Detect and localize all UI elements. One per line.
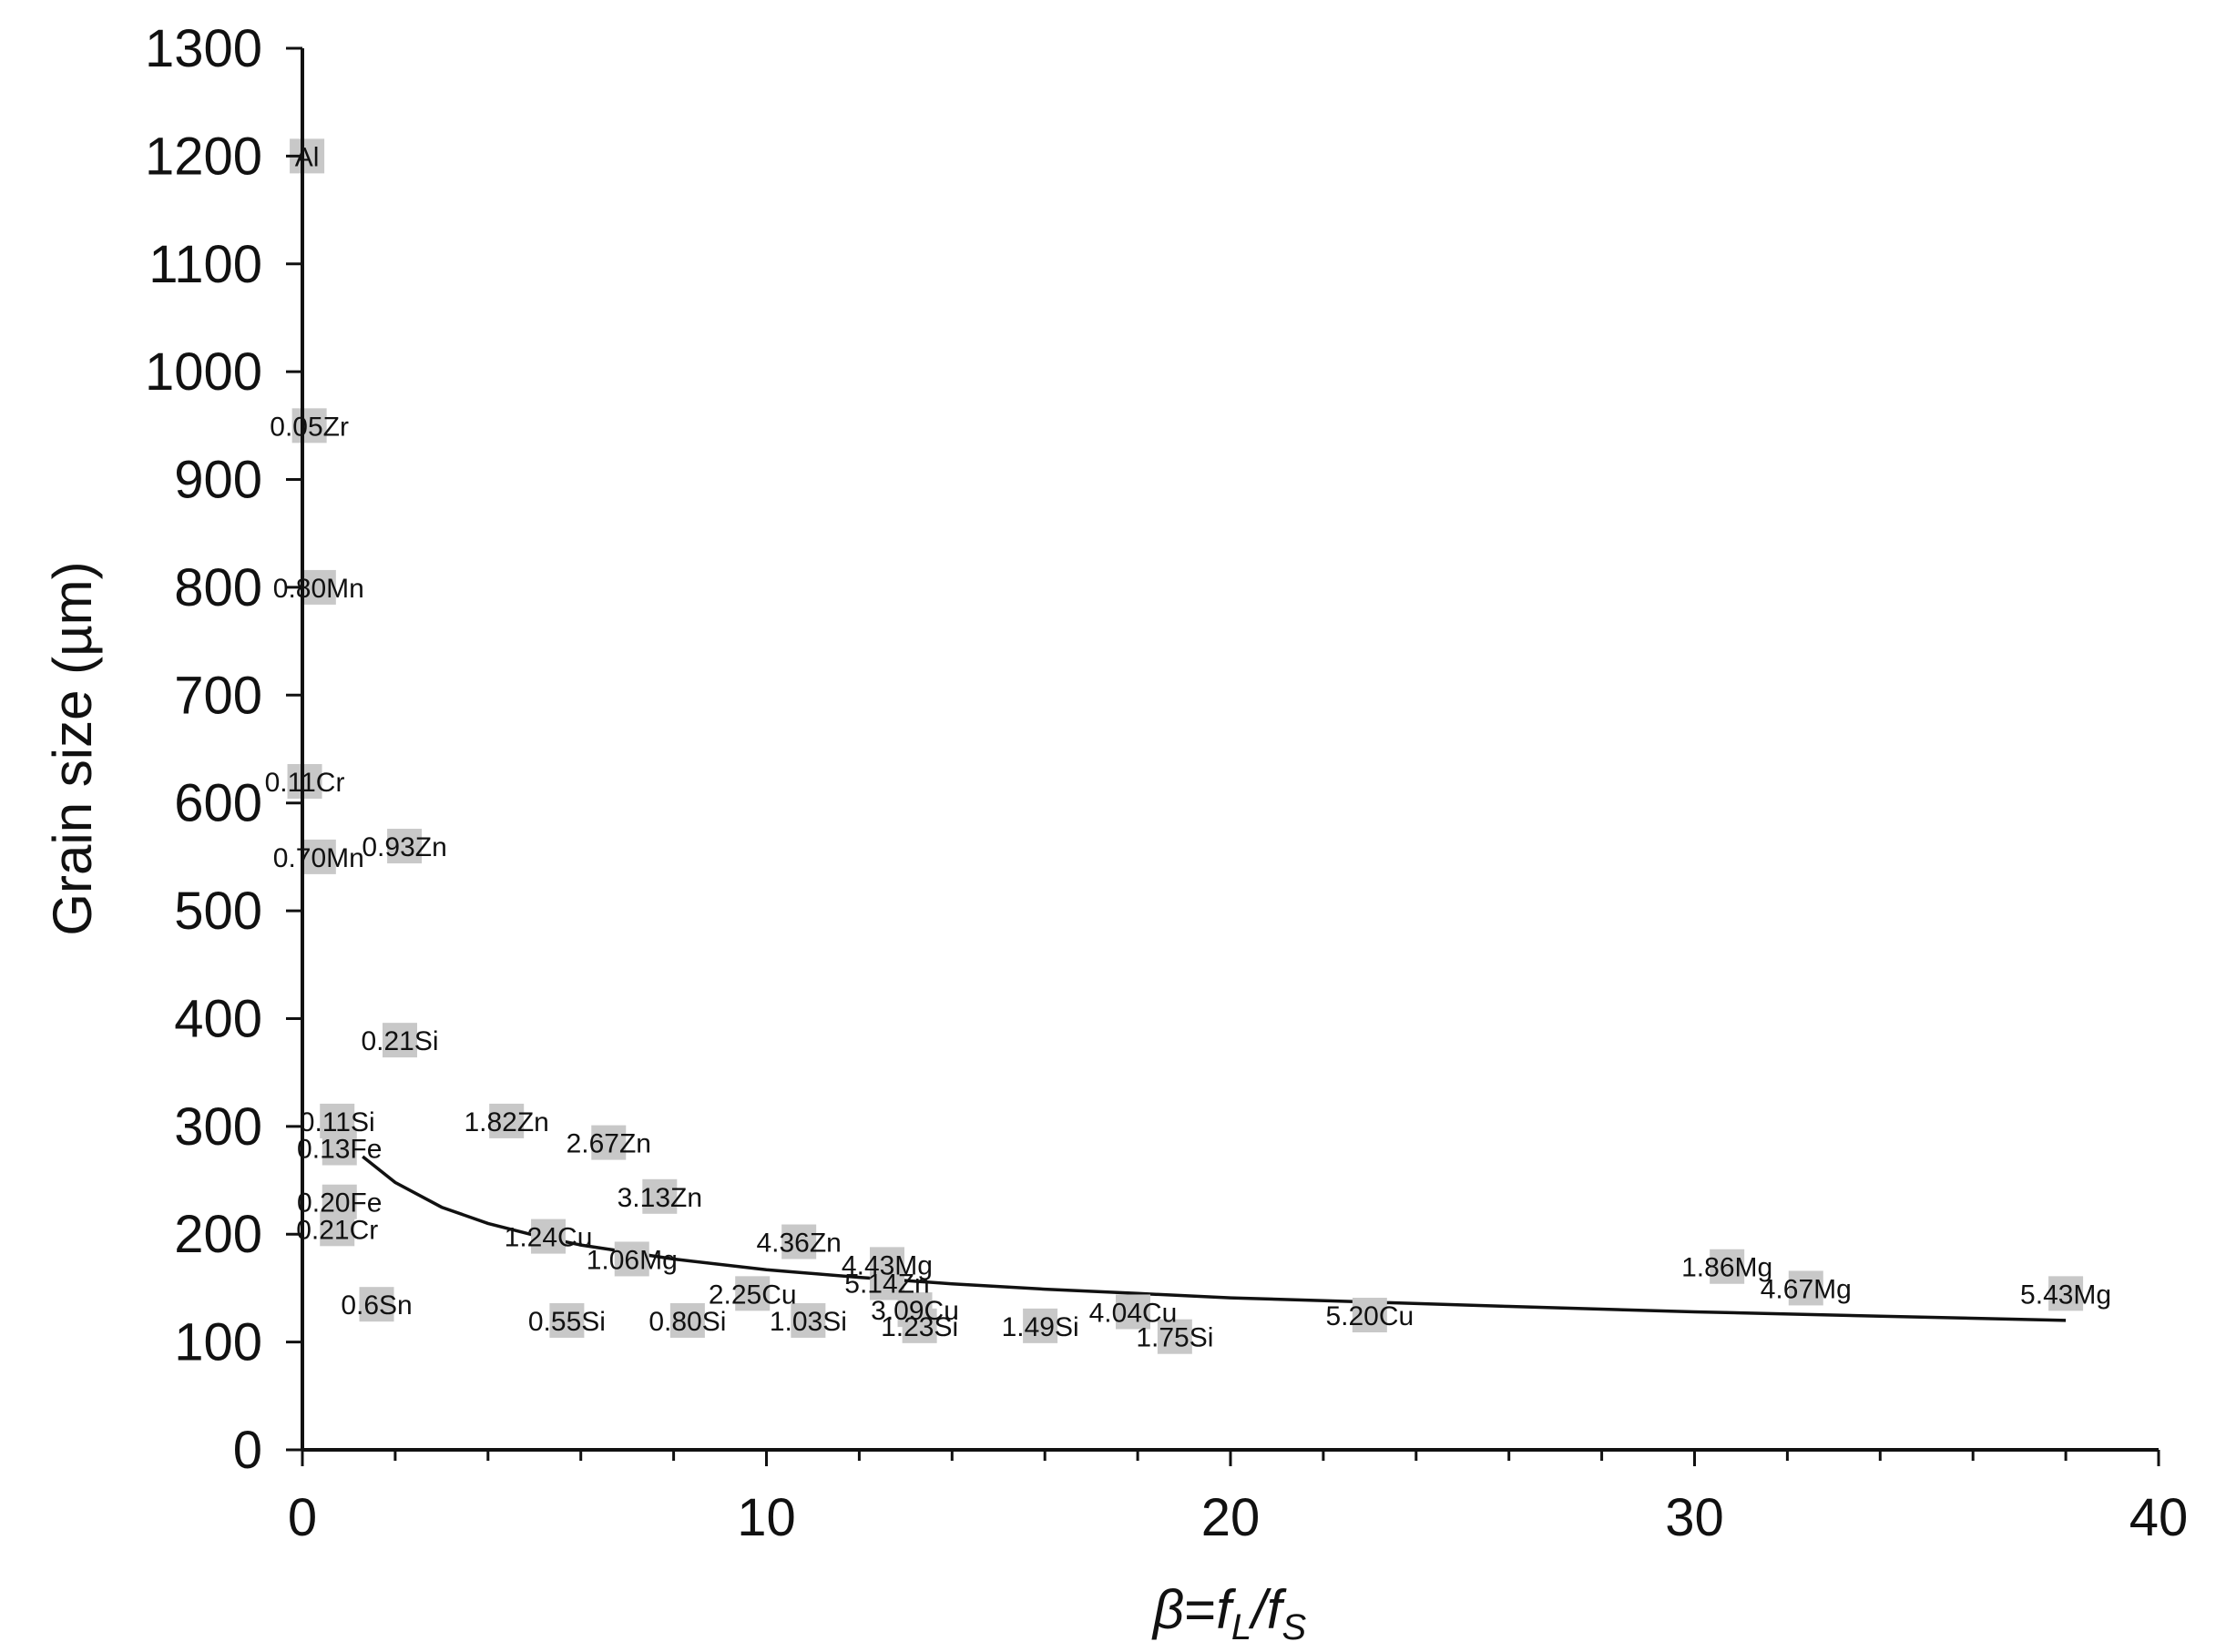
x-tick-label: 40 [2129, 1488, 2189, 1547]
y-tick-label: 600 [174, 774, 262, 833]
data-point-marker [382, 1023, 417, 1058]
y-tick-label: 800 [174, 558, 262, 617]
data-point-marker [549, 1302, 585, 1338]
y-tick-label: 400 [174, 989, 262, 1048]
x-axis-title-eq: = [1184, 1579, 1216, 1640]
data-point-label: 1.03Si [770, 1307, 847, 1337]
data-point-marker [614, 1241, 649, 1277]
data-point-label: 3.13Zn [618, 1183, 702, 1213]
data-point-marker [359, 1287, 394, 1322]
data-point-label: 0.6Sn [341, 1290, 412, 1321]
y-tick-label: 1000 [145, 342, 262, 402]
x-tick-label: 10 [737, 1488, 796, 1547]
data-point-label: 0.11Cr [265, 768, 345, 798]
data-point-marker [1157, 1319, 1192, 1354]
data-point-marker [320, 1211, 355, 1247]
x-axis-title-fs: f [1267, 1579, 1287, 1640]
data-point-marker [591, 1125, 627, 1160]
data-point-marker [781, 1224, 817, 1259]
data-point-marker [669, 1302, 705, 1338]
data-point-marker [387, 829, 423, 864]
data-point-marker [1116, 1294, 1151, 1330]
y-tick-label: 1100 [148, 235, 262, 294]
x-axis-title: β=fL/fS [1151, 1579, 1307, 1647]
data-point-label: 0.21Si [361, 1026, 438, 1056]
data-point-label: 4.67Mg [1761, 1274, 1852, 1304]
data-point-label: 5.20Cu [1325, 1301, 1414, 1331]
data-point-marker [1352, 1298, 1387, 1333]
x-axis-title-l-sub: L [1231, 1607, 1251, 1647]
x-axis-title-beta: β [1151, 1579, 1184, 1640]
data-point-label: 4.36Zn [756, 1229, 841, 1259]
data-point-label: 4.04Cu [1089, 1298, 1178, 1328]
y-tick-label: 700 [174, 666, 262, 725]
data-point-marker [902, 1308, 937, 1343]
point-labels-layer: Al0.05Zr0.80Mn0.11Cr0.70Mn0.93Zn0.21Si0.… [265, 142, 2112, 1352]
data-point-label: 0.05Zr [270, 412, 349, 442]
data-point-label: 0.55Si [528, 1307, 606, 1337]
y-tick-label: 1300 [145, 19, 262, 78]
data-point-marker [301, 569, 336, 605]
data-point-label: 1.06Mg [587, 1245, 678, 1275]
data-point-label: 0.70Mn [273, 843, 364, 873]
x-axis-title-s-sub: S [1281, 1607, 1306, 1647]
data-point-label: 0.21Cr [296, 1215, 378, 1245]
data-point-label: 0.93Zn [362, 832, 446, 862]
ticks-layer: 0100200300400500600700800900100011001200… [145, 19, 2188, 1547]
data-point-label: 1.24Cu [505, 1223, 593, 1253]
y-tick-label: 300 [174, 1097, 262, 1157]
y-tick-label: 0 [233, 1421, 262, 1480]
fit-curve-layer [362, 1155, 2067, 1322]
data-point-marker [1788, 1270, 1823, 1306]
data-point-label: 1.75Si [1136, 1323, 1213, 1353]
x-axis-title-fl: f [1216, 1579, 1236, 1640]
data-point-label: 0.11Si [300, 1107, 375, 1137]
y-tick-label: 1200 [145, 127, 262, 186]
data-point-marker [531, 1219, 567, 1254]
data-point-marker [301, 839, 336, 874]
data-point-label: 1.82Zn [464, 1107, 548, 1137]
data-point-label: 0.13Fe [297, 1135, 382, 1165]
data-point-marker [287, 764, 322, 800]
data-point-label: 2.67Zn [567, 1129, 651, 1159]
x-tick-label: 30 [1665, 1488, 1724, 1547]
data-point-marker [291, 408, 327, 444]
markers-layer [287, 138, 2084, 1354]
data-point-marker [791, 1302, 826, 1338]
y-tick-label: 100 [174, 1313, 262, 1372]
data-point-marker [642, 1178, 678, 1214]
data-point-label: 1.23Si [881, 1312, 958, 1342]
data-point-marker [2048, 1276, 2084, 1311]
data-point-label: 1.86Mg [1681, 1253, 1772, 1283]
y-tick-label: 900 [174, 451, 262, 510]
x-tick-label: 20 [1201, 1488, 1261, 1547]
y-axis-title: Grain size (µm) [42, 561, 103, 935]
data-point-marker [1710, 1249, 1745, 1284]
data-point-label: 0.80Si [648, 1307, 726, 1337]
trend-line [362, 1155, 2067, 1322]
data-point-label: 4.43Mg [842, 1250, 933, 1280]
data-point-label: 5.43Mg [2020, 1280, 2111, 1310]
data-point-label: 1.49Si [1002, 1312, 1079, 1342]
data-point-marker [1023, 1308, 1058, 1343]
data-point-label: 2.25Cu [709, 1280, 797, 1310]
y-tick-label: 500 [174, 882, 262, 941]
data-point-marker [322, 1130, 357, 1166]
y-tick-label: 200 [174, 1205, 262, 1264]
data-point-label: 0.20Fe [297, 1188, 382, 1219]
x-tick-label: 0 [288, 1488, 317, 1547]
data-point-label: 5.14Zn [844, 1270, 929, 1300]
data-point-marker [735, 1276, 771, 1311]
data-point-label: 3.09Cu [871, 1296, 959, 1326]
data-point-marker [489, 1103, 525, 1138]
